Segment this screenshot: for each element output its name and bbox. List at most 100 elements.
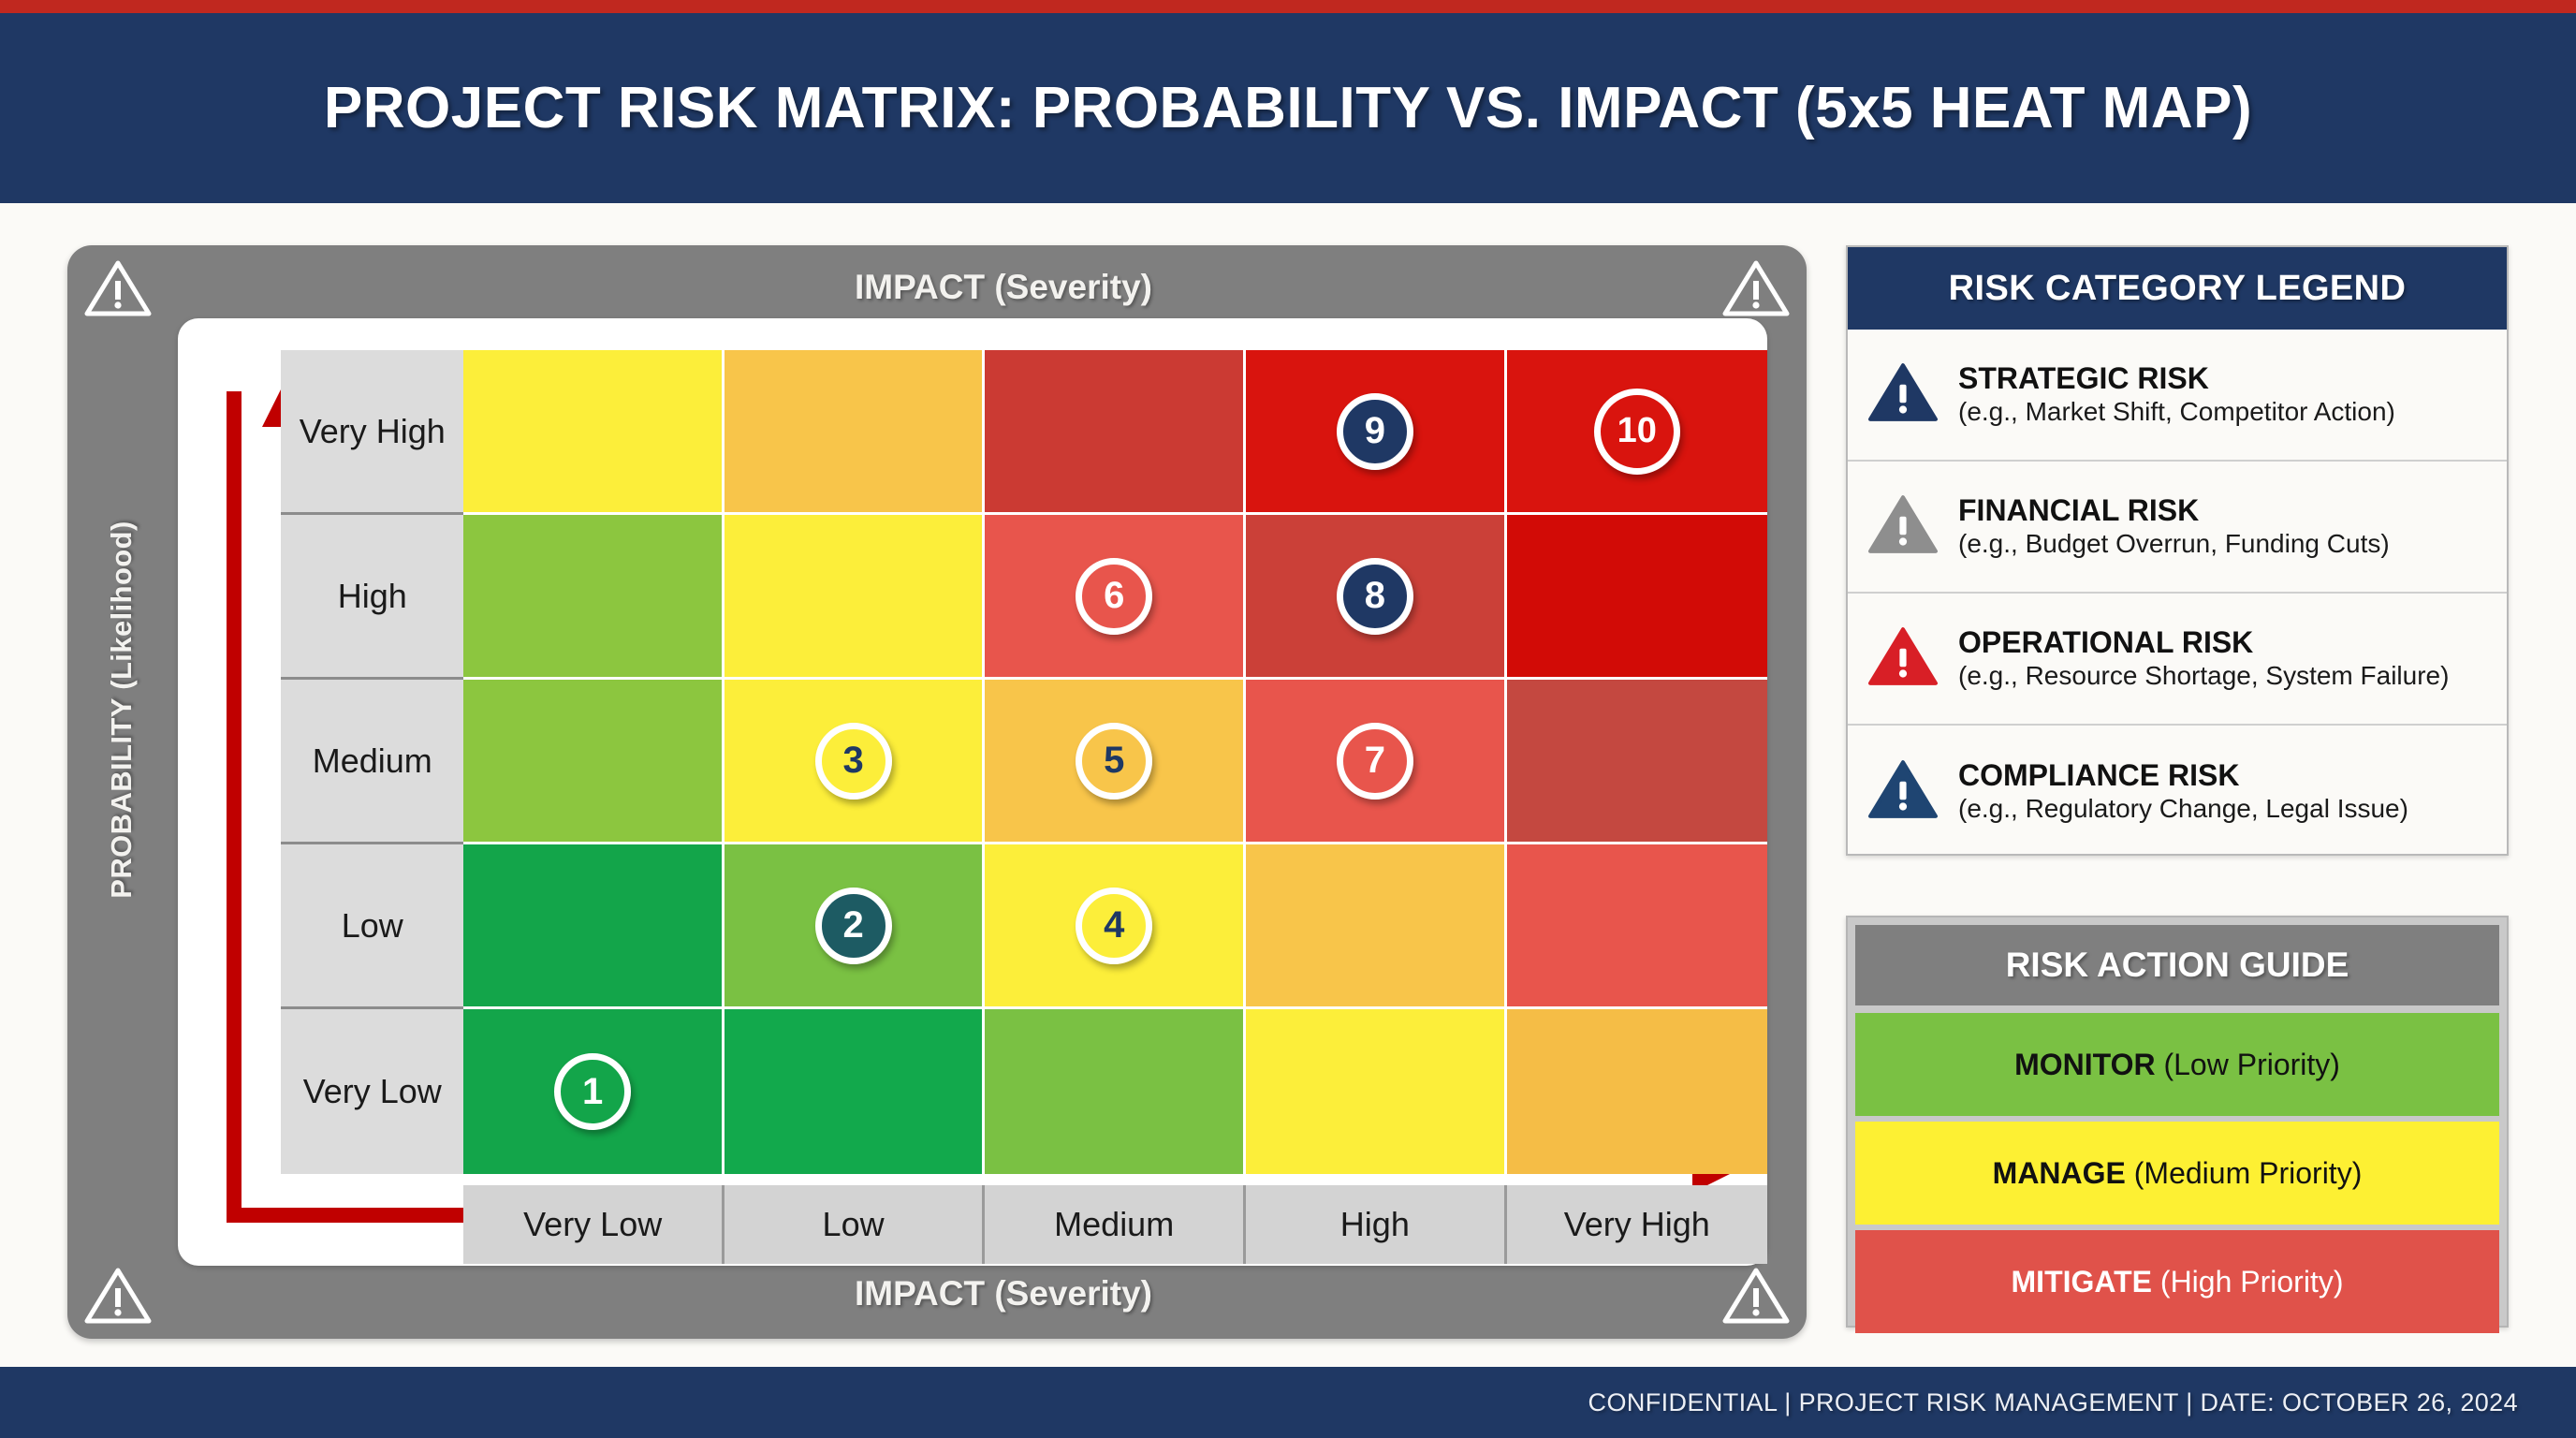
- matrix-card: Very High 9 10 High 6 8 Medium 3 5 7 Low 2 4 Very Low…: [178, 318, 1767, 1266]
- action-row-monitor[interactable]: MONITOR (Low Priority): [1855, 1013, 2499, 1116]
- risk-marker-5[interactable]: 5: [1076, 722, 1153, 800]
- page-header: PROJECT RISK MATRIX: PROBABILITY VS. IMP…: [0, 13, 2576, 203]
- action-row-manage[interactable]: MANAGE (Medium Priority): [1855, 1122, 2499, 1225]
- action-label: MONITOR: [2014, 1047, 2156, 1081]
- risk-marker-1[interactable]: 1: [554, 1053, 632, 1130]
- row-header-very-high: Very High: [281, 350, 464, 515]
- heatmap-cell[interactable]: 5: [985, 680, 1247, 844]
- heatmap-cell[interactable]: 4: [985, 844, 1247, 1009]
- column-header-very-low: Very Low: [463, 1185, 724, 1264]
- action-priority: (Medium Priority): [2125, 1155, 2363, 1190]
- risk-marker-2[interactable]: 2: [814, 887, 892, 964]
- heatmap-cell[interactable]: [1506, 515, 1767, 680]
- legend-item-financial-risk: FINANCIAL RISK (e.g., Budget Overrun, Fun…: [1848, 462, 2507, 594]
- risk-marker-7[interactable]: 7: [1336, 722, 1413, 800]
- heatmap-cell[interactable]: [724, 515, 986, 680]
- risk-marker-3[interactable]: 3: [814, 722, 892, 800]
- legend-item-compliance-risk: COMPLIANCE RISK (e.g., Regulatory Change,…: [1848, 726, 2507, 858]
- legend-item-text: FINANCIAL RISK (e.g., Budget Overrun, Fun…: [1958, 493, 2486, 559]
- heatmap-cell[interactable]: [463, 844, 724, 1009]
- heatmap-cell[interactable]: 9: [1246, 350, 1507, 515]
- column-header-high: High: [1246, 1185, 1507, 1264]
- warning-triangle-icon: [1722, 260, 1790, 316]
- heatmap-cell[interactable]: [1506, 1009, 1767, 1174]
- heatmap-grid-wrapper: Very High 9 10 High 6 8 Medium 3 5 7 Low 2 4 Very Low…: [281, 350, 1767, 1264]
- impact-axis-label-bottom: IMPACT (Severity): [855, 1274, 1152, 1313]
- heatmap-cell[interactable]: 8: [1246, 515, 1507, 680]
- risk-marker-9[interactable]: 9: [1336, 392, 1413, 470]
- heatmap-row: Very High 9 10: [281, 350, 1767, 515]
- heatmap-row: Low 2 4: [281, 844, 1767, 1009]
- footer-text: CONFIDENTIAL | PROJECT RISK MANAGEMENT |…: [1588, 1387, 2518, 1416]
- heatmap-cell[interactable]: [985, 1009, 1247, 1174]
- legend-item-strategic-risk: STRATEGIC RISK (e.g., Market Shift, Compe…: [1848, 330, 2507, 462]
- probability-axis-label: PROBABILITY (Likelihood): [105, 521, 138, 899]
- warning-triangle-icon: [1868, 758, 1938, 825]
- action-label: MANAGE: [1992, 1155, 2126, 1190]
- legend-item-text: OPERATIONAL RISK (e.g., Resource Shortage…: [1958, 625, 2486, 691]
- legend-item-operational-risk: OPERATIONAL RISK (e.g., Resource Shortage…: [1848, 594, 2507, 726]
- risk-category-legend-panel: RISK CATEGORY LEGEND STRATEGIC RISK (e.g.…: [1846, 245, 2509, 856]
- action-label: MITIGATE: [2011, 1264, 2153, 1299]
- heatmap-row: Very Low 1: [281, 1009, 1767, 1174]
- legend-item-text: COMPLIANCE RISK (e.g., Regulatory Change,…: [1958, 758, 2486, 824]
- column-header-very-high: Very High: [1506, 1185, 1767, 1264]
- row-header-low: Low: [281, 844, 464, 1009]
- heatmap-grid: Very High 9 10 High 6 8 Medium 3 5 7 Low 2 4 Very Low…: [281, 350, 1767, 1264]
- risk-marker-10[interactable]: 10: [1593, 388, 1680, 475]
- heatmap-cell[interactable]: 2: [724, 844, 986, 1009]
- warning-triangle-icon: [1722, 1268, 1790, 1324]
- warning-triangle-icon: [84, 260, 152, 316]
- action-priority: (High Priority): [2152, 1264, 2344, 1299]
- row-header-medium: Medium: [281, 680, 464, 844]
- heatmap-cell[interactable]: 10: [1506, 350, 1767, 515]
- heatmap-cell[interactable]: 6: [985, 515, 1247, 680]
- column-header-medium: Medium: [985, 1185, 1247, 1264]
- risk-marker-6[interactable]: 6: [1076, 557, 1153, 635]
- legend-title: RISK CATEGORY LEGEND: [1848, 247, 2507, 330]
- warning-triangle-icon: [1868, 625, 1938, 692]
- matrix-frame: IMPACT (Severity) PROBABILITY (Likelihoo…: [67, 245, 1807, 1339]
- risk-marker-4[interactable]: 4: [1076, 887, 1153, 964]
- heatmap-cell[interactable]: [463, 680, 724, 844]
- warning-triangle-icon: [84, 1268, 152, 1324]
- legend-item-example: (e.g., Market Shift, Competitor Action): [1958, 396, 2395, 426]
- action-row-mitigate[interactable]: MITIGATE (High Priority): [1855, 1230, 2499, 1333]
- heatmap-cell[interactable]: 1: [463, 1009, 724, 1174]
- heatmap-row: Medium 3 5 7: [281, 680, 1767, 844]
- top-accent-bar: [0, 0, 2576, 13]
- action-priority: (Low Priority): [2155, 1047, 2340, 1081]
- impact-axis-label-top: IMPACT (Severity): [855, 268, 1152, 306]
- column-header-low: Low: [724, 1185, 986, 1264]
- heatmap-cell[interactable]: [463, 350, 724, 515]
- probability-axis-arrow: [227, 386, 303, 1223]
- legend-item-example: (e.g., Regulatory Change, Legal Issue): [1958, 793, 2408, 823]
- legend-item-name: OPERATIONAL RISK: [1958, 625, 2254, 660]
- risk-action-guide-panel: RISK ACTION GUIDE MONITOR (Low Priority)…: [1846, 916, 2509, 1333]
- row-header-very-low: Very Low: [281, 1009, 464, 1174]
- legend-item-example: (e.g., Budget Overrun, Funding Cuts): [1958, 528, 2390, 558]
- heatmap-cell[interactable]: [1246, 844, 1507, 1009]
- heatmap-cell[interactable]: 7: [1246, 680, 1507, 844]
- action-guide-title: RISK ACTION GUIDE: [1855, 925, 2499, 1005]
- legend-item-name: FINANCIAL RISK: [1958, 493, 2200, 528]
- heatmap-cell[interactable]: [463, 515, 724, 680]
- heatmap-cell[interactable]: [1506, 844, 1767, 1009]
- warning-triangle-icon: [1868, 493, 1938, 560]
- warning-triangle-icon: [1868, 361, 1938, 428]
- legend-item-text: STRATEGIC RISK (e.g., Market Shift, Compe…: [1958, 361, 2486, 427]
- heatmap-cell[interactable]: [985, 350, 1247, 515]
- legend-item-name: COMPLIANCE RISK: [1958, 758, 2240, 793]
- heatmap-row: High 6 8: [281, 515, 1767, 680]
- heatmap-cell[interactable]: [1246, 1009, 1507, 1174]
- legend-item-name: STRATEGIC RISK: [1958, 361, 2209, 396]
- risk-marker-8[interactable]: 8: [1336, 557, 1413, 635]
- heatmap-cell[interactable]: [724, 1009, 986, 1174]
- heatmap-cell[interactable]: [724, 350, 986, 515]
- grid-corner-blank: [281, 1185, 463, 1264]
- page-footer: CONFIDENTIAL | PROJECT RISK MANAGEMENT |…: [0, 1367, 2576, 1438]
- column-header-row: Very Low Low Medium High Very High: [281, 1185, 1767, 1264]
- heatmap-cell[interactable]: [1506, 680, 1767, 844]
- heatmap-cell[interactable]: 3: [724, 680, 986, 844]
